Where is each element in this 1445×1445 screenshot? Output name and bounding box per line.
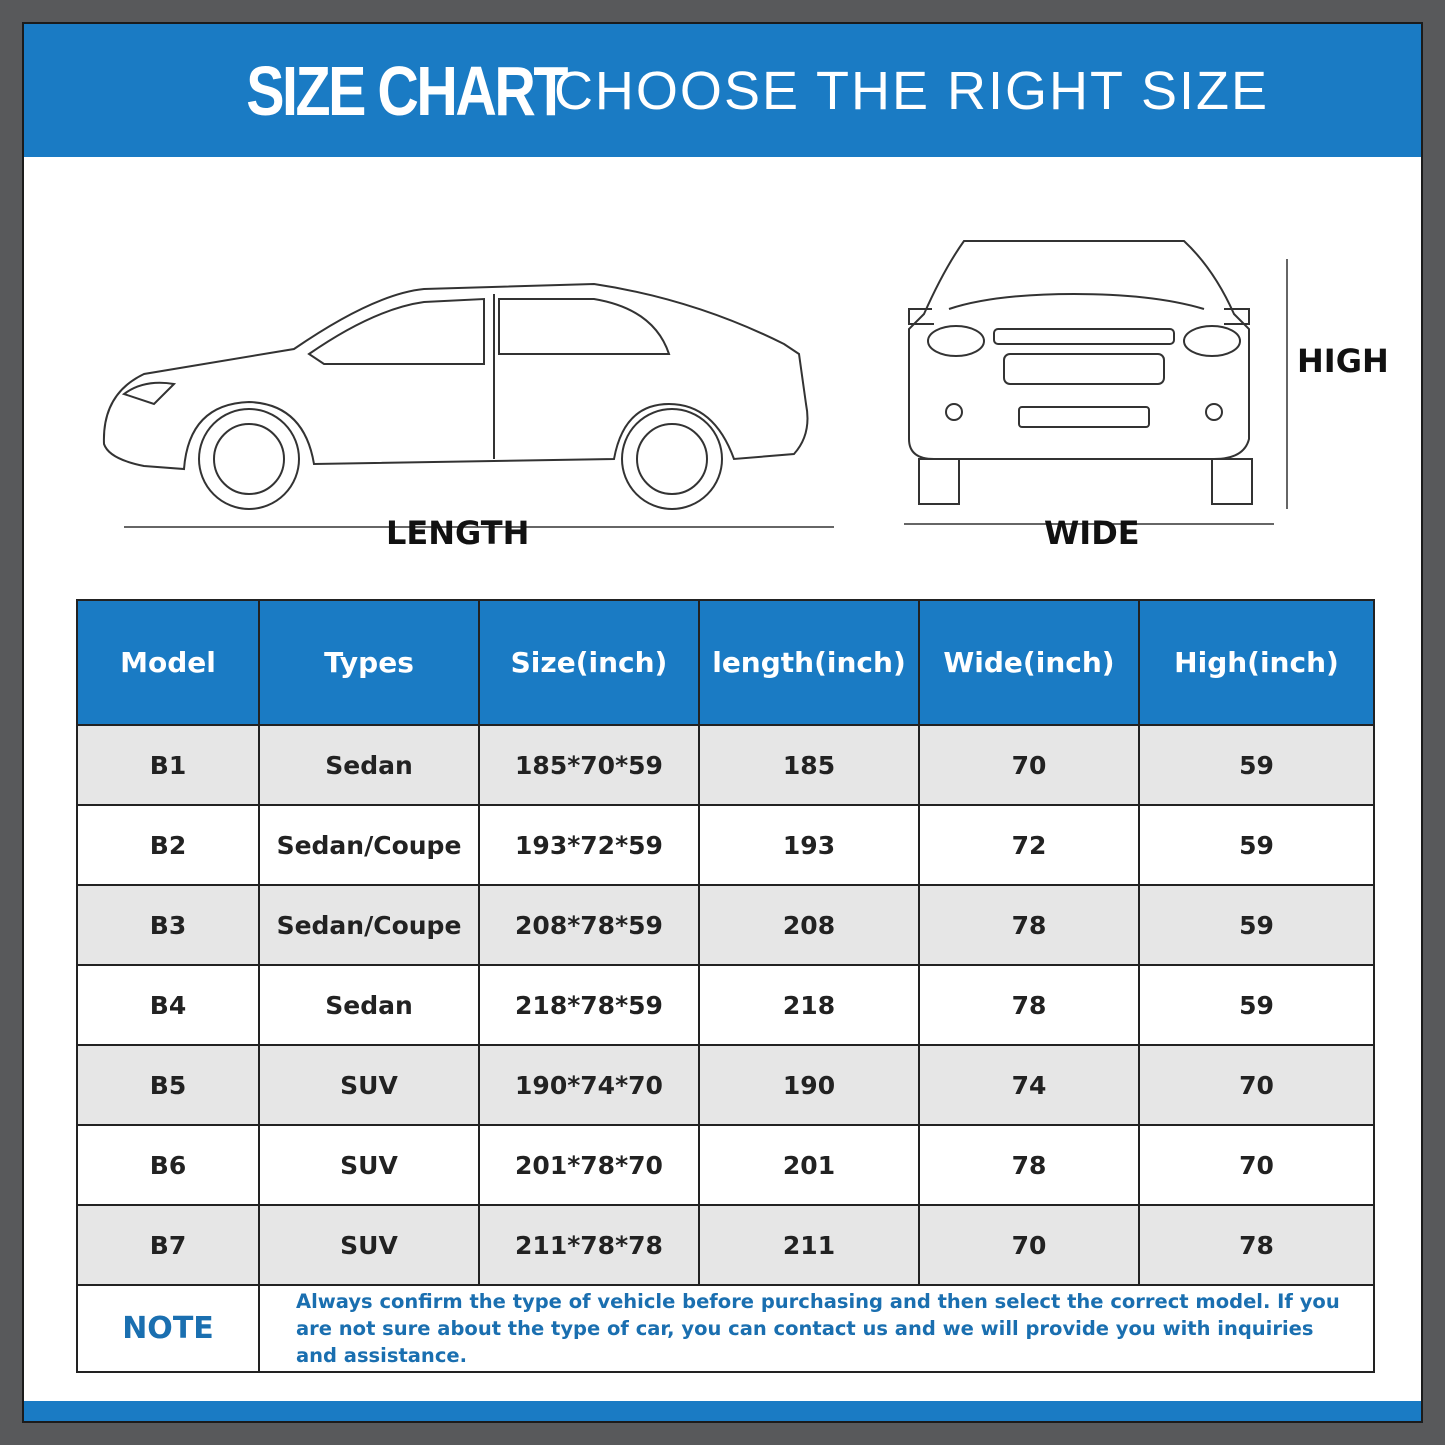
table-row: B3 Sedan/Coupe 208*78*59 208 78 59 <box>76 884 1375 966</box>
table-row: B4 Sedan 218*78*59 218 78 59 <box>76 964 1375 1046</box>
column-header: Size(inch) <box>478 599 700 726</box>
table-cell: 74 <box>918 1044 1140 1126</box>
table-cell: 59 <box>1138 724 1375 806</box>
column-header: Types <box>258 599 480 726</box>
table-cell: B3 <box>76 884 260 966</box>
table-header-row: Model Types Size(inch) length(inch) Wide(inc… <box>76 599 1375 726</box>
table-cell: 185*70*59 <box>478 724 700 806</box>
table-cell: 201 <box>698 1124 920 1206</box>
table-cell: Sedan <box>258 964 480 1046</box>
table-cell: B7 <box>76 1204 260 1286</box>
table-cell: Sedan <box>258 724 480 806</box>
column-header: length(inch) <box>698 599 920 726</box>
title: SIZE CHART <box>246 51 568 130</box>
footer-bar <box>24 1401 1421 1421</box>
table-cell: B1 <box>76 724 260 806</box>
table-cell: 208*78*59 <box>478 884 700 966</box>
table-cell: B2 <box>76 804 260 886</box>
length-label: LENGTH <box>386 514 530 552</box>
table-cell: 218*78*59 <box>478 964 700 1046</box>
table-cell: 70 <box>918 1204 1140 1286</box>
table-cell: SUV <box>258 1124 480 1206</box>
table-cell: B4 <box>76 964 260 1046</box>
table-cell: 78 <box>1138 1204 1375 1286</box>
column-header: Model <box>76 599 260 726</box>
table-row: B5 SUV 190*74*70 190 74 70 <box>76 1044 1375 1126</box>
table-cell: 201*78*70 <box>478 1124 700 1206</box>
table-cell: 59 <box>1138 804 1375 886</box>
subtitle: CHOOSE THE RIGHT SIZE <box>553 60 1270 121</box>
table-row: B2 Sedan/Coupe 193*72*59 193 72 59 <box>76 804 1375 886</box>
note-text: Always confirm the type of vehicle befor… <box>258 1284 1375 1373</box>
table-cell: 185 <box>698 724 920 806</box>
column-header: High(inch) <box>1138 599 1375 726</box>
table-cell: 72 <box>918 804 1140 886</box>
table-cell: SUV <box>258 1204 480 1286</box>
size-chart-panel: SIZE CHART CHOOSE THE RIGHT SIZE LENGTH … <box>22 22 1423 1423</box>
table-cell: 78 <box>918 1124 1140 1206</box>
table-cell: 78 <box>918 964 1140 1046</box>
table-cell: 193*72*59 <box>478 804 700 886</box>
high-label: HIGH <box>1297 342 1389 380</box>
table-row: B1 Sedan 185*70*59 185 70 59 <box>76 724 1375 806</box>
table-cell: 208 <box>698 884 920 966</box>
table-cell: 190*74*70 <box>478 1044 700 1126</box>
column-header: Wide(inch) <box>918 599 1140 726</box>
table-row: B6 SUV 201*78*70 201 78 70 <box>76 1124 1375 1206</box>
table-cell: 70 <box>918 724 1140 806</box>
table-cell: Sedan/Coupe <box>258 804 480 886</box>
size-table: Model Types Size(inch) length(inch) Wide(inc… <box>76 599 1375 1373</box>
car-side-view-illustration <box>102 282 834 528</box>
table-cell: 78 <box>918 884 1140 966</box>
table-cell: 59 <box>1138 884 1375 966</box>
note-label: NOTE <box>76 1284 260 1373</box>
table-cell: 218 <box>698 964 920 1046</box>
car-front-view-illustration <box>904 240 1288 525</box>
table-cell: Sedan/Coupe <box>258 884 480 966</box>
table-cell: 59 <box>1138 964 1375 1046</box>
table-cell: 70 <box>1138 1044 1375 1126</box>
note-row: NOTE Always confirm the type of vehicle b… <box>76 1284 1375 1373</box>
wide-label: WIDE <box>1044 514 1140 552</box>
table-cell: B5 <box>76 1044 260 1126</box>
table-cell: SUV <box>258 1044 480 1126</box>
table-cell: 193 <box>698 804 920 886</box>
table-cell: 211*78*78 <box>478 1204 700 1286</box>
header-banner: SIZE CHART CHOOSE THE RIGHT SIZE <box>24 24 1421 157</box>
table-cell: B6 <box>76 1124 260 1206</box>
table-cell: 190 <box>698 1044 920 1126</box>
table-cell: 211 <box>698 1204 920 1286</box>
table-row: B7 SUV 211*78*78 211 70 78 <box>76 1204 1375 1286</box>
table-cell: 70 <box>1138 1124 1375 1206</box>
